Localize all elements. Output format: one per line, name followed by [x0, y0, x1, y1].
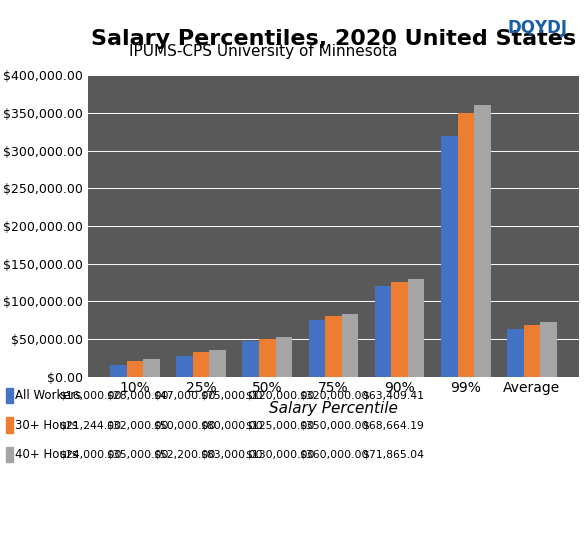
Bar [209, 350, 226, 377]
Bar [193, 352, 209, 377]
Bar [143, 358, 160, 377]
Text: $130,000.00: $130,000.00 [245, 450, 314, 459]
Bar [541, 322, 557, 377]
Bar [176, 356, 193, 377]
Bar [507, 329, 524, 377]
Bar [259, 339, 276, 377]
Text: $50,000.00: $50,000.00 [153, 420, 216, 430]
Bar [276, 337, 292, 377]
Bar [375, 286, 391, 377]
Bar [126, 360, 143, 377]
Text: $350,000.00: $350,000.00 [299, 420, 368, 430]
Title: Salary Percentiles, 2020 United States: Salary Percentiles, 2020 United States [91, 29, 576, 49]
Text: $21,244.00: $21,244.00 [60, 420, 122, 430]
Bar [110, 365, 126, 377]
Bar [391, 282, 408, 377]
Bar [342, 314, 358, 377]
Text: DQYDJ: DQYDJ [507, 19, 567, 37]
Bar [524, 325, 541, 377]
Text: $52,200.00: $52,200.00 [153, 450, 215, 459]
Text: All Workers: All Workers [15, 389, 81, 402]
Text: $35,000.00: $35,000.00 [106, 450, 168, 459]
Bar [309, 320, 325, 377]
Text: $75,000.00: $75,000.00 [200, 391, 262, 400]
Text: $125,000.00: $125,000.00 [245, 420, 314, 430]
Text: 40+ Hours: 40+ Hours [15, 448, 78, 461]
Text: $32,000.00: $32,000.00 [106, 420, 168, 430]
Text: $83,000.00: $83,000.00 [200, 450, 262, 459]
Text: $360,000.00: $360,000.00 [299, 450, 368, 459]
Text: $120,000.00: $120,000.00 [245, 391, 314, 400]
Text: IPUMS-CPS University of Minnesota: IPUMS-CPS University of Minnesota [129, 44, 397, 59]
Bar [457, 113, 474, 377]
Bar [474, 105, 491, 377]
Text: $24,000.00: $24,000.00 [60, 450, 122, 459]
Text: $63,409.41: $63,409.41 [362, 391, 424, 400]
Bar [242, 341, 259, 377]
Text: $28,000.00: $28,000.00 [106, 391, 168, 400]
Text: $47,000.00: $47,000.00 [153, 391, 215, 400]
Bar [441, 136, 457, 377]
Text: $320,000.00: $320,000.00 [299, 391, 368, 400]
Text: $71,865.04: $71,865.04 [362, 450, 424, 459]
Bar [325, 316, 342, 377]
Text: 30+ Hours: 30+ Hours [15, 419, 77, 431]
Text: $68,664.19: $68,664.19 [362, 420, 424, 430]
Text: $16,000.00: $16,000.00 [60, 391, 122, 400]
Bar [408, 279, 425, 377]
X-axis label: Salary Percentile: Salary Percentile [269, 401, 398, 416]
Text: $80,000.00: $80,000.00 [199, 420, 263, 430]
